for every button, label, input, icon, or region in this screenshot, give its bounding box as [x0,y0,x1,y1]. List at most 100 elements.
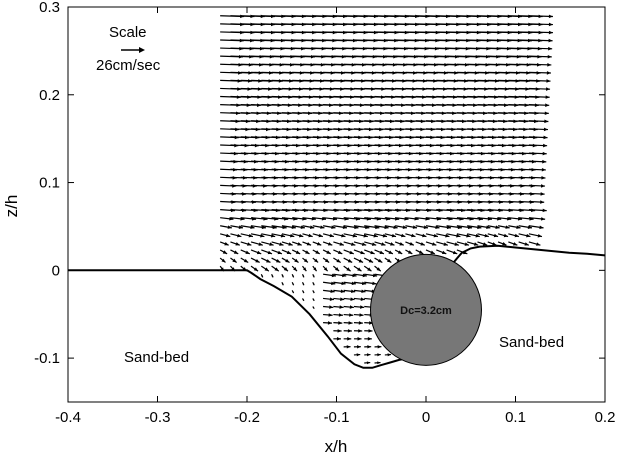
velocity-vector [395,216,409,221]
velocity-vector [528,233,543,238]
velocity-vector [528,30,553,35]
velocity-vector [301,273,305,278]
velocity-vector [528,184,546,188]
velocity-vector [528,127,548,132]
velocity-vector [250,249,262,255]
velocity-vector [343,313,354,317]
velocity-vector [322,257,330,263]
velocity-vector [312,273,315,278]
velocity-vector [528,87,551,91]
velocity-vector [405,249,413,255]
velocity-vector [302,265,307,272]
velocity-vector [528,38,553,43]
velocity-vector [528,143,548,148]
velocity-vector [343,241,356,246]
velocity-vector [456,241,470,246]
velocity-vector [363,265,372,272]
velocity-vector [353,337,362,341]
velocity-vector [374,249,385,255]
velocity-vector [271,257,281,263]
velocity-vector [220,216,234,221]
sand-bed-right-label: Sand-bed [499,334,564,351]
y-axis-title: z/h [2,195,21,218]
velocity-vector [312,306,315,310]
velocity-vector [312,282,315,286]
velocity-vector [374,241,386,246]
velocity-vector [508,225,521,229]
velocity-vector [353,273,367,278]
velocity-vector [405,216,419,221]
velocity-vector [220,225,232,229]
velocity-vector [508,241,518,246]
velocity-vector [281,249,292,255]
velocity-vector [312,298,315,302]
velocity-vector [425,249,436,255]
velocity-vector [384,257,392,263]
velocity-vector [374,361,381,365]
velocity-vector [477,241,488,246]
velocity-vector [250,257,260,263]
velocity-vector [312,233,324,238]
velocity-vector [322,233,335,238]
velocity-vector [353,281,367,286]
velocity-vector [291,282,295,286]
velocity-vector [353,297,365,301]
velocity-vector [333,337,341,341]
velocity-vector [364,281,377,286]
velocity-vector [230,233,242,238]
velocity-vector [384,353,392,357]
velocity-vector [353,321,363,325]
velocity-vector [219,241,229,246]
velocity-vector [394,249,403,255]
velocity-vector [395,225,408,229]
velocity-vector [353,345,361,349]
velocity-vector [528,217,546,221]
velocity-vector [528,63,552,67]
velocity-vector [261,249,273,255]
velocity-vector [343,337,352,341]
velocity-vector [528,151,547,156]
velocity-vector [343,321,353,325]
scale-arrow-head [139,47,145,53]
velocity-vector [415,249,424,255]
velocity-vector [219,233,231,238]
velocity-vector [528,208,547,213]
velocity-vector [301,290,305,294]
velocity-vector [374,257,383,263]
velocity-vector [230,249,239,255]
velocity-vector [363,257,374,263]
velocity-vector [271,233,286,238]
velocity-vector [405,225,418,229]
velocity-vector [322,225,336,229]
velocity-vector [333,305,344,309]
velocity-vector [528,71,551,75]
velocity-vector [343,257,353,263]
velocity-vector [394,241,405,246]
velocity-vector [333,241,345,246]
velocity-vector [364,233,378,238]
velocity-vector [343,305,354,309]
velocity-vector [364,345,372,349]
velocity-vector [487,225,500,229]
velocity-vector [291,265,298,272]
velocity-vector [518,241,530,246]
velocity-vector [343,233,358,238]
velocity-vector [353,265,362,272]
velocity-vector [271,273,274,278]
velocity-vector [353,241,367,246]
velocity-vector [281,241,293,246]
velocity-vector [312,290,315,294]
velocity-vector [219,249,228,255]
velocity-vector [528,135,548,140]
velocity-vector [374,265,382,272]
x-tick-label: 0.1 [505,409,526,426]
velocity-vector [333,233,346,238]
velocity-vector [333,225,348,230]
velocity-vector [497,225,510,229]
y-tick-label: 0 [52,262,60,279]
velocity-vector [528,192,545,196]
velocity-vector [302,225,315,229]
velocity-vector [323,313,333,317]
velocity-vector [425,225,440,230]
